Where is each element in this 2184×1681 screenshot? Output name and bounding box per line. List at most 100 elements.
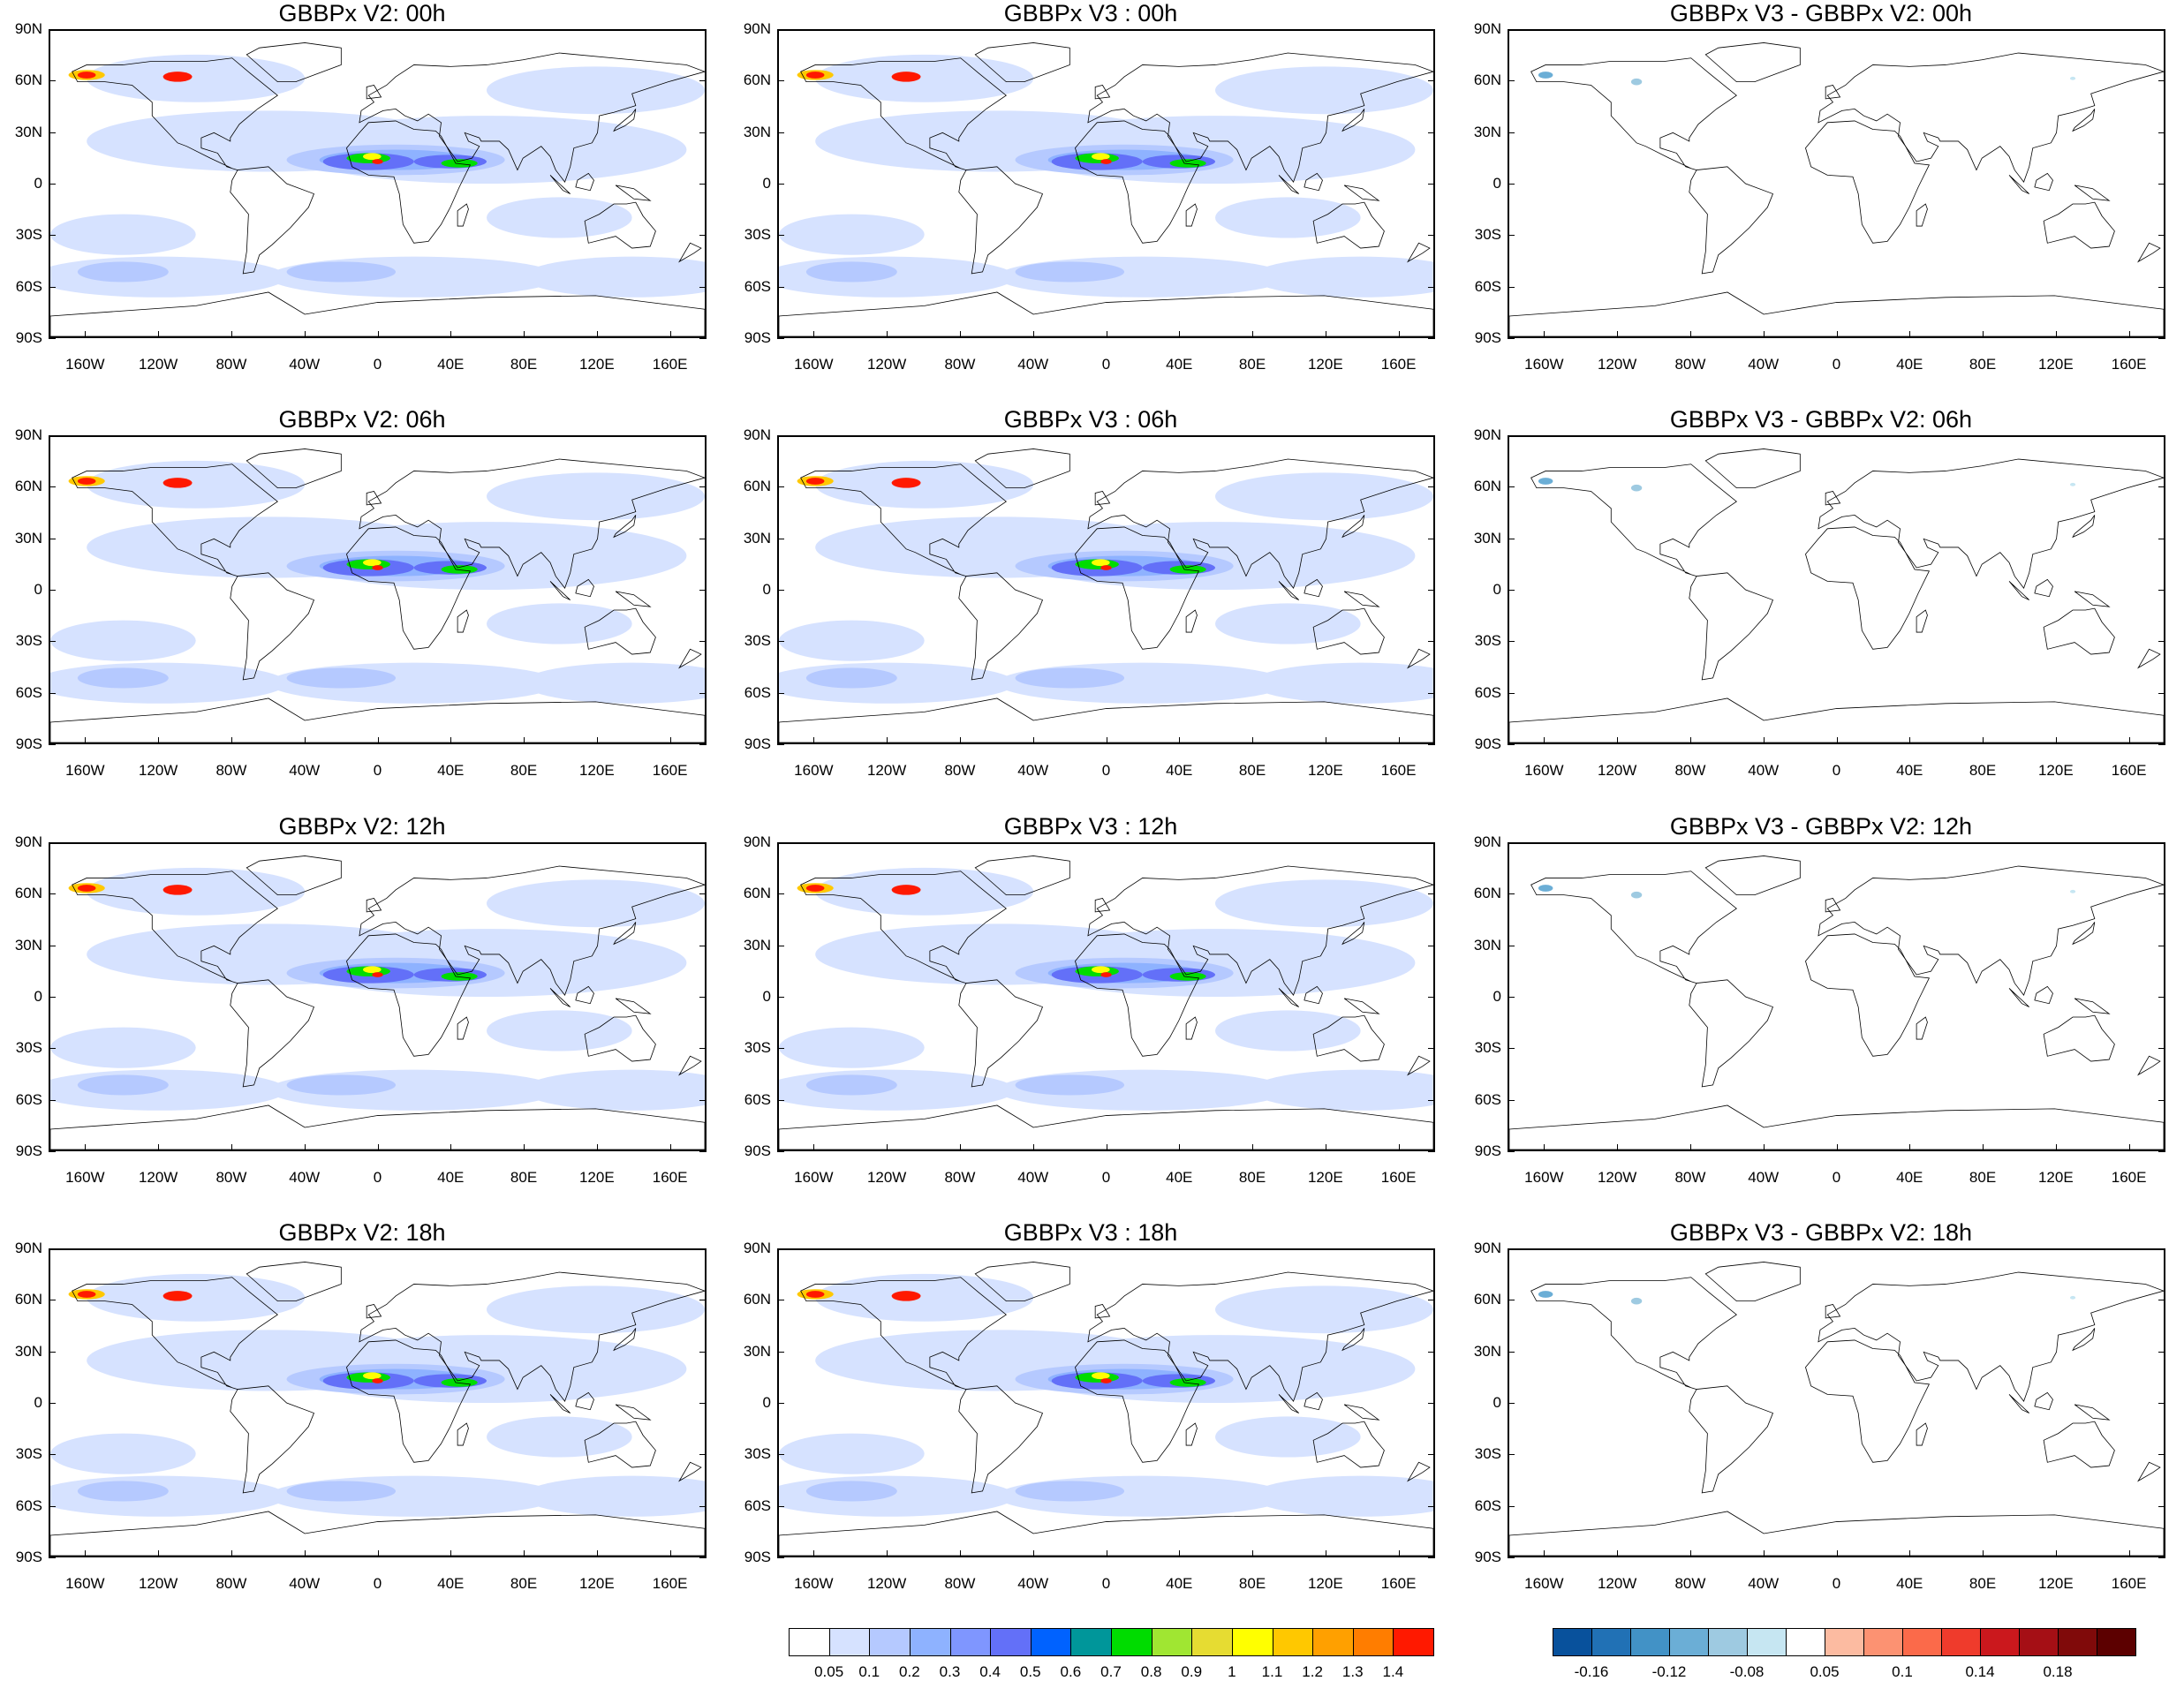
panel-title: GBBPx V3 : 00h [1003,0,1178,26]
plume-region [805,1291,825,1298]
coastline [2074,185,2111,201]
coastline [1805,526,1931,650]
colorbar-label: 0.14 [1965,1663,1995,1680]
coastline [1343,591,1380,607]
map-panel: GBBPx V3 - GBBPx V2: 06h 90N 60N 30N 0 30S 60S… [1459,406,2183,812]
coastline [230,1385,315,1494]
coastline [2034,985,2053,1005]
longitude-label: 160W [794,762,834,779]
latitude-tick [777,286,784,288]
coastline [584,1421,656,1468]
longitude-tick [1398,331,1400,338]
latitude-tick [2158,1351,2165,1353]
latitude-label: 90N [14,1240,42,1256]
coastline [1312,607,1385,655]
colorbar-label: 0.18 [2043,1663,2073,1680]
latitude-tick [699,1151,707,1152]
latitude-tick [2158,486,2165,488]
coastline [2074,998,2111,1014]
colorbar-absolute: 0.05 0.1 0.2 0.3 0.4 0.5 0.6 0.7 0.8 0.9 1 1.1 1.2 1.… [789,1628,1434,1681]
plume-region [1215,1416,1361,1458]
latitude-label: 90N [743,426,771,443]
longitude-tick [813,1144,815,1151]
colorbar-swatch [869,1628,911,1656]
latitude-tick [1428,132,1435,133]
colorbar-label: -0.12 [1651,1663,1687,1680]
longitude-tick [158,331,160,338]
coastline [366,1304,382,1319]
coastline [359,865,705,996]
longitude-tick [1617,1144,1619,1151]
latitude-label: 60N [14,72,42,89]
plume-region [286,1481,397,1502]
colorbar-label: 1.4 [1382,1663,1404,1680]
colorbar-swatch [1941,1628,1981,1656]
coastline [2074,591,2111,607]
latitude-tick [777,29,784,30]
longitude-tick [1544,331,1545,338]
colorbar-swatch [828,1628,871,1656]
longitude-label: 40E [1166,356,1193,373]
plume-region [372,159,383,164]
colorbar-label: 1 [1228,1663,1236,1680]
longitude-tick [85,331,87,338]
latitude-tick [49,184,56,185]
longitude-tick [1179,737,1181,744]
latitude-label: 30N [743,1342,771,1360]
coastline [615,1404,652,1421]
coastline [1805,120,1931,244]
panel-title: GBBPx V3 : 18h [1003,1219,1178,1246]
longitude-tick [230,1550,232,1557]
coastline [800,871,1007,984]
latitude-tick [2158,132,2165,133]
latitude-label: 90S [15,1142,42,1159]
coastline [1304,578,1323,598]
colorbar-swatch [1272,1628,1314,1656]
coastline [1509,1511,2164,1556]
longitude-label: 80W [1674,762,1706,779]
coastline [1087,1271,1433,1402]
longitude-label: 120W [1597,356,1637,373]
coastline [2008,988,2029,1007]
latitude-label: 30N [14,123,42,140]
longitude-tick [1836,1550,1838,1557]
latitude-tick [49,132,56,133]
longitude-tick [1983,331,1984,338]
plume-region [523,1475,705,1517]
longitude-tick [1909,331,1911,338]
plume-region [1100,1378,1112,1383]
latitude-tick [1508,1505,1515,1507]
coastline [1407,242,1431,263]
latitude-tick [1428,1151,1435,1152]
latitude-label: 60N [743,478,771,495]
latitude-tick [1508,744,1515,745]
coastline [366,85,382,100]
latitude-tick [777,1351,784,1353]
coastline [549,1394,571,1413]
latitude-label: 30S [744,1445,771,1463]
longitude-label: 40E [1166,1575,1193,1592]
colorbar-swatch [1151,1628,1193,1656]
latitude-tick [49,997,56,998]
colorbar-label: 0.1 [1892,1663,1913,1680]
colorbar-swatch [1030,1628,1072,1656]
longitude-tick [1179,1144,1181,1151]
longitude-tick [377,1550,379,1557]
latitude-tick [1508,893,1515,895]
latitude-tick [2158,590,2165,591]
colorbar-label: 0.05 [814,1663,844,1680]
longitude-label: 40W [1748,1169,1780,1186]
longitude-label: 40E [1896,762,1923,779]
latitude-tick [1508,1048,1515,1050]
longitude-tick [1763,1144,1765,1151]
coastline [779,291,1433,336]
longitude-label: 120E [1307,356,1343,373]
latitude-label: 30S [1474,1445,1501,1463]
latitude-label: 30N [1473,529,1501,547]
map-panel: GBBPx V2: 12h 90N 60N 30N 0 30S 60S 90S 160W 120W… [0,813,724,1219]
coastline [613,109,637,132]
colorbar-swatch [1630,1628,1670,1656]
coastline [230,979,315,1088]
latitude-tick [49,1099,56,1101]
colorbar-swatch [1111,1628,1152,1656]
